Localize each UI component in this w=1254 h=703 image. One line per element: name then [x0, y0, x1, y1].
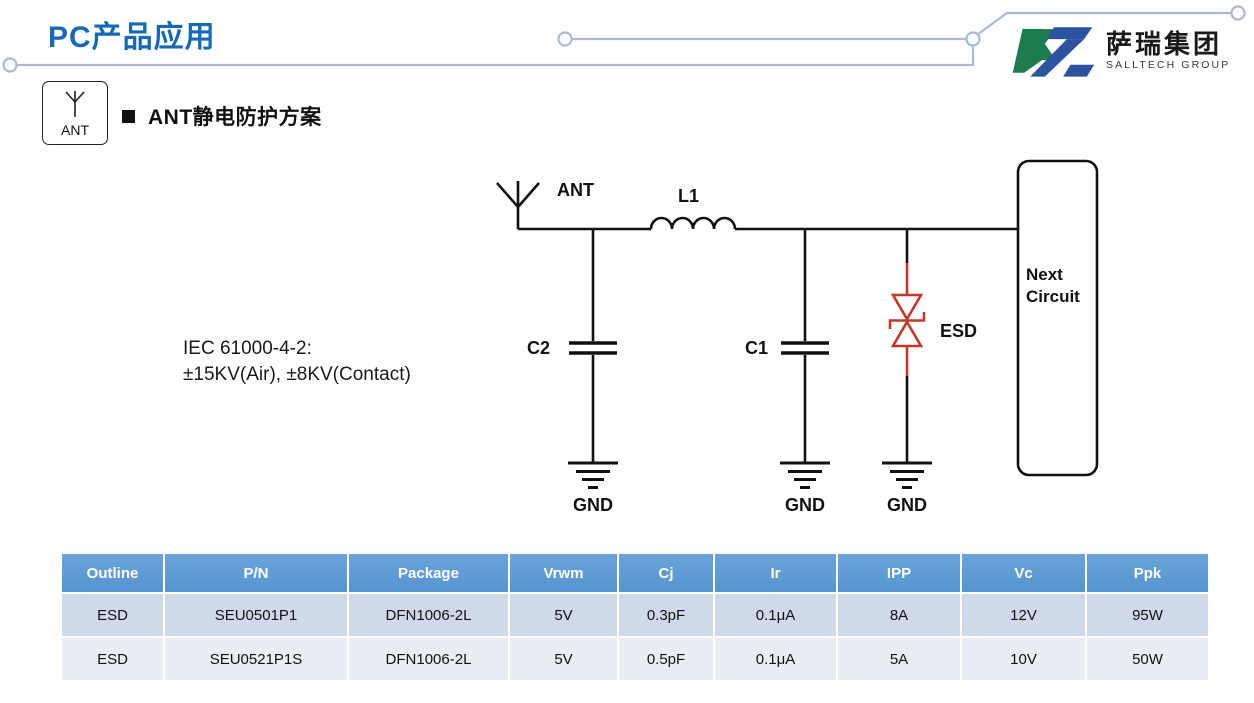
company-logo: 萨瑞集团 SALLTECH GROUP	[1012, 24, 1230, 78]
gnd-label-2: GND	[785, 495, 825, 515]
cell-ipp: 5A	[836, 636, 962, 682]
cap-c1-label: C1	[745, 338, 769, 358]
table-row: ESD SEU0501P1 DFN1006-2L 5V 0.3pF 0.1μA …	[60, 592, 1210, 638]
bullet-square-icon	[122, 109, 135, 123]
esd-spec-table: Outline P/N Package Vrwm Cj Ir IPP Vc Pp…	[60, 552, 1210, 682]
ant-net-label: ANT	[557, 180, 594, 200]
cell-cj: 0.5pF	[617, 636, 715, 682]
logo-text: 萨瑞集团 SALLTECH GROUP	[1106, 30, 1230, 72]
cell-cj: 0.3pF	[617, 592, 715, 638]
next-circuit-label: Next Circuit	[1026, 264, 1080, 308]
cell-vc: 12V	[960, 592, 1087, 638]
section-heading: ANT静电防护方案	[122, 101, 322, 131]
cell-ppk: 50W	[1085, 636, 1210, 682]
cell-vrwm: 5V	[508, 636, 619, 682]
ant-badge-label: ANT	[61, 122, 89, 138]
capacitor-c1	[781, 229, 829, 462]
iec-note-line2: ±15KV(Air), ±8KV(Contact)	[183, 364, 411, 385]
cell-package: DFN1006-2L	[347, 592, 510, 638]
table-header-row: Outline P/N Package Vrwm Cj Ir IPP Vc Pp…	[60, 552, 1210, 594]
antenna-icon	[65, 91, 85, 117]
col-header-vc: Vc	[960, 552, 1087, 594]
gnd-label-1: GND	[573, 495, 613, 515]
table-row: ESD SEU0521P1S DFN1006-2L 5V 0.5pF 0.1μA…	[60, 636, 1210, 682]
salltech-logo-icon	[1012, 27, 1095, 77]
cell-ipp: 8A	[836, 592, 962, 638]
section-heading-text: ANT静电防护方案	[148, 106, 322, 129]
col-header-outline: Outline	[60, 552, 165, 594]
capacitor-c2	[569, 229, 617, 462]
ground-symbols	[568, 461, 932, 489]
cell-vc: 10V	[960, 636, 1087, 682]
next-circuit-line1: Next	[1026, 265, 1063, 284]
col-header-cj: Cj	[617, 552, 715, 594]
inductor-label: L1	[678, 186, 700, 206]
iec-standard-note: IEC 61000-4-2: ±15KV(Air), ±8KV(Contact)	[183, 336, 411, 388]
cell-vrwm: 5V	[508, 592, 619, 638]
cell-outline: ESD	[60, 636, 165, 682]
iec-note-line1: IEC 61000-4-2:	[183, 338, 312, 359]
esd-tvs-diode-icon	[888, 229, 926, 462]
cap-c2-label: C2	[527, 338, 551, 358]
gnd-label-3: GND	[887, 495, 927, 515]
cell-ir: 0.1μA	[713, 636, 838, 682]
logo-company-name-en: SALLTECH GROUP	[1106, 59, 1231, 71]
cell-ir: 0.1μA	[713, 592, 838, 638]
col-header-pn: P/N	[163, 552, 349, 594]
esd-label: ESD	[940, 321, 978, 341]
antenna-symbol-icon	[496, 181, 540, 229]
next-circuit-line2: Circuit	[1026, 287, 1080, 306]
ant-port-badge: ANT	[42, 81, 108, 145]
cell-outline: ESD	[60, 592, 165, 638]
col-header-package: Package	[347, 552, 510, 594]
col-header-ppk: Ppk	[1085, 552, 1210, 594]
cell-pn: SEU0521P1S	[163, 636, 349, 682]
cell-pn: SEU0501P1	[163, 592, 349, 638]
signal-rail-and-inductor	[518, 216, 1018, 231]
col-header-vrwm: Vrwm	[508, 552, 619, 594]
next-circuit-box	[1016, 159, 1099, 477]
col-header-ir: Ir	[713, 552, 838, 594]
cell-ppk: 95W	[1085, 592, 1210, 638]
logo-company-name-cn: 萨瑞集团	[1106, 29, 1223, 59]
cell-package: DFN1006-2L	[347, 636, 510, 682]
col-header-ipp: IPP	[836, 552, 962, 594]
page-title: PC产品应用	[48, 21, 216, 54]
